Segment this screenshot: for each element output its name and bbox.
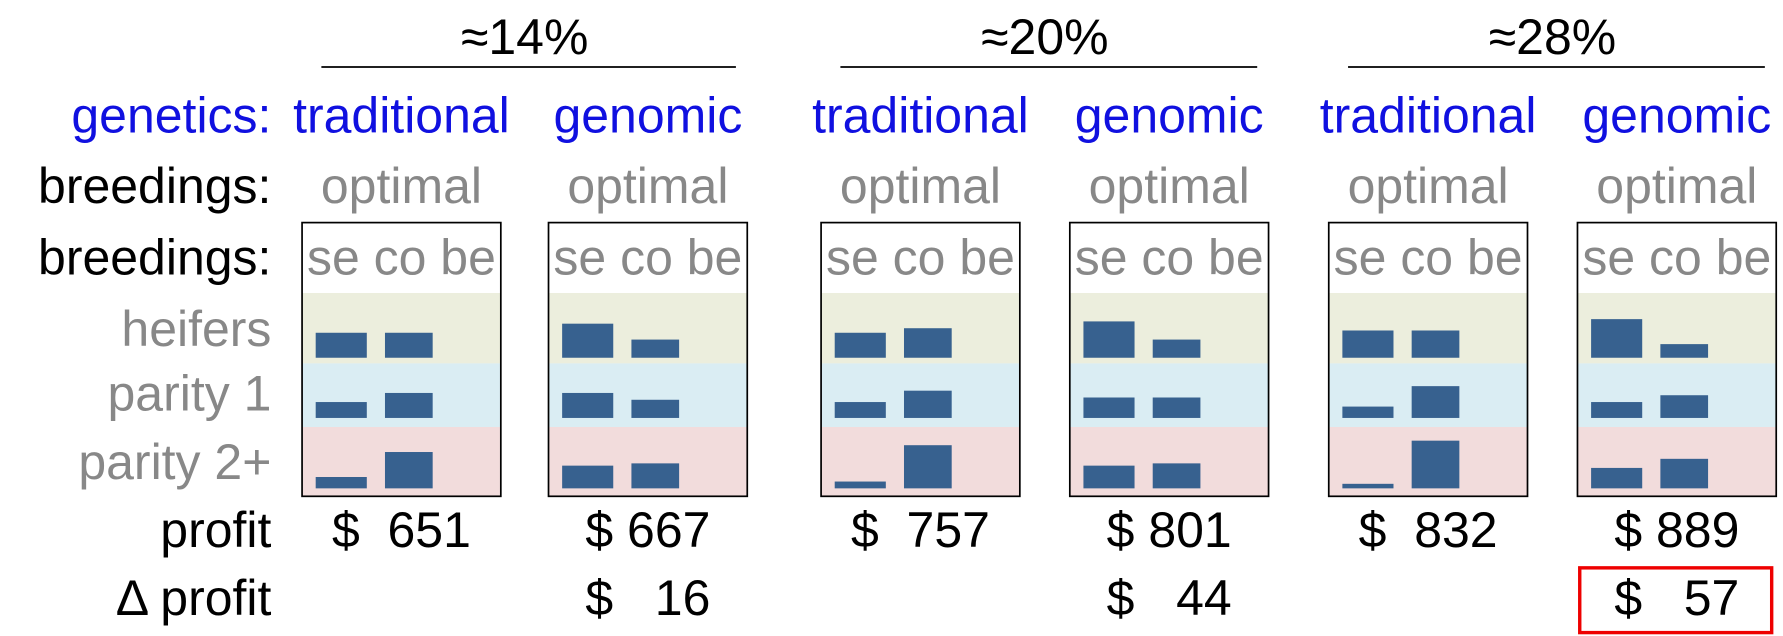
bar — [315, 477, 367, 489]
breeding-types: se co be — [826, 229, 1015, 285]
profit: $ 757 — [851, 502, 990, 558]
bar — [1152, 397, 1201, 418]
bar — [1411, 386, 1460, 418]
row-label: profit — [160, 502, 271, 558]
genetics: genomic — [1075, 87, 1264, 143]
profit: $ 889 — [1614, 502, 1739, 558]
profit: $ 651 — [332, 502, 471, 558]
delta-profit: $ 44 — [1107, 570, 1232, 626]
delta-profit: $ 57 — [1614, 570, 1739, 626]
bar — [1083, 465, 1135, 489]
bar — [1342, 483, 1394, 489]
bar — [631, 399, 680, 418]
row-label: breedings: — [38, 158, 271, 214]
row-label: breedings: — [38, 229, 271, 285]
bar — [384, 332, 433, 358]
row-label: heifers — [121, 301, 271, 357]
box — [1068, 221, 1270, 498]
row-label: parity 1 — [108, 366, 272, 422]
breedings: optimal — [1089, 158, 1250, 214]
bar — [562, 392, 614, 418]
breeding-types: se co be — [1582, 229, 1771, 285]
box — [1327, 221, 1529, 498]
genetics: genomic — [1582, 87, 1771, 143]
bar — [1660, 344, 1709, 358]
group-header: ≈14% — [461, 9, 588, 65]
bar — [1660, 395, 1709, 418]
bar — [1591, 402, 1643, 418]
bar — [631, 463, 680, 489]
genetics: traditional — [1320, 87, 1537, 143]
group-header: ≈20% — [981, 9, 1108, 65]
breedings: optimal — [1596, 158, 1757, 214]
bar — [903, 445, 952, 489]
delta-profit: $ 16 — [585, 570, 710, 626]
bar — [1591, 467, 1643, 489]
bar — [1660, 458, 1709, 489]
bar — [1411, 440, 1460, 489]
genetics: genomic — [553, 87, 742, 143]
bar — [562, 465, 614, 489]
breedings: optimal — [840, 158, 1001, 214]
bar — [834, 402, 886, 418]
breeding-types: se co be — [1334, 229, 1523, 285]
breedings: optimal — [567, 158, 728, 214]
bar — [1083, 321, 1135, 358]
bar — [384, 392, 433, 418]
bar — [1152, 339, 1201, 358]
box — [547, 221, 749, 498]
genetics: traditional — [812, 87, 1029, 143]
profit: $ 667 — [585, 502, 710, 558]
bar — [1152, 463, 1201, 489]
breeding-types: se co be — [307, 229, 496, 285]
bar — [562, 323, 614, 358]
breedings: optimal — [321, 158, 482, 214]
bar — [1411, 330, 1460, 358]
box — [820, 221, 1021, 498]
bar — [315, 332, 367, 358]
profit: $ 801 — [1107, 502, 1232, 558]
bar — [315, 402, 367, 418]
box — [1576, 221, 1778, 498]
bar — [631, 339, 680, 358]
row-label: Δ profit — [116, 570, 272, 626]
bar — [903, 328, 952, 358]
bar — [834, 481, 886, 489]
bar — [1083, 397, 1135, 418]
row-label: genetics: — [71, 87, 271, 143]
group-header: ≈28% — [1489, 9, 1616, 65]
breedings: optimal — [1348, 158, 1509, 214]
bar — [1342, 330, 1394, 358]
row-label: parity 2+ — [78, 434, 271, 490]
highlight-box — [1578, 566, 1774, 635]
box — [301, 221, 502, 498]
bar — [1591, 319, 1643, 358]
bar — [903, 390, 952, 418]
profit: $ 832 — [1359, 502, 1498, 558]
breeding-types: se co be — [1075, 229, 1264, 285]
genetics: traditional — [293, 87, 510, 143]
breeding-types: se co be — [553, 229, 742, 285]
bar — [834, 332, 886, 358]
bar — [384, 452, 433, 489]
bar — [1342, 406, 1394, 418]
